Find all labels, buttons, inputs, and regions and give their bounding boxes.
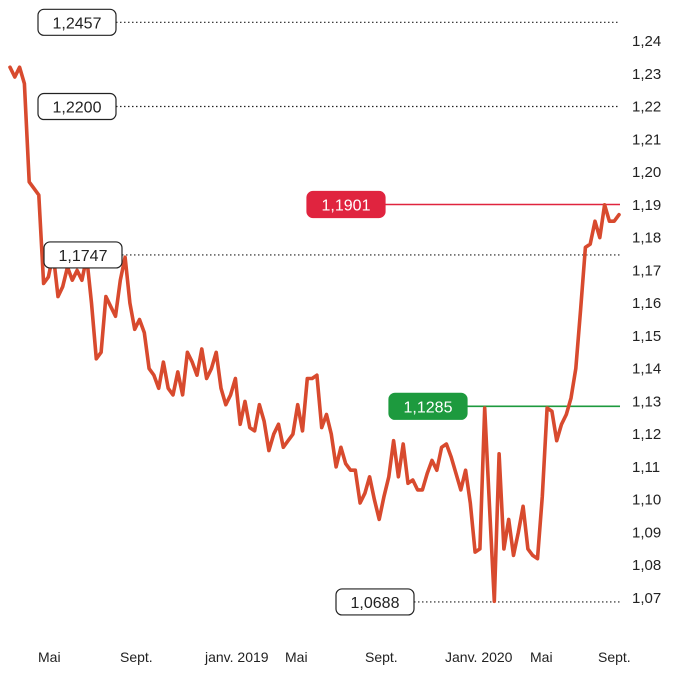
x-axis-labels: Mai Sept. janv. 2019 Mai Sept. Janv. 2020 Mai S… (38, 649, 631, 665)
y-tick-label: 1,13 (632, 393, 661, 410)
y-tick-label: 1,19 (632, 197, 661, 214)
reference-callout-label: 1,2457 (53, 15, 102, 32)
series-line (8, 65, 621, 604)
reference-callout-box (335, 588, 415, 616)
y-tick-label: 1,12 (632, 426, 661, 443)
y-tick-label: 1,21 (632, 131, 661, 148)
reference-callout-label: 1,1901 (322, 197, 371, 214)
y-tick-label: 1,07 (632, 590, 661, 607)
reference-callouts: 1,2457 1,2200 1,1901 1,1747 1,1285 1,0688 (37, 8, 468, 616)
y-tick-label: 1,22 (632, 99, 661, 116)
y-tick-label: 1,24 (632, 33, 661, 50)
reference-callout-box (37, 92, 117, 121)
y-tick-label: 1,16 (632, 295, 661, 312)
y-tick-label: 1,14 (632, 361, 661, 378)
x-tick-label: Sept. (120, 649, 153, 665)
x-tick-label: Mai (285, 649, 308, 665)
y-tick-label: 1,15 (632, 328, 661, 345)
y-tick-label: 1,17 (632, 262, 661, 279)
y-tick-label: 1,23 (632, 66, 661, 83)
reference-callout-box (388, 392, 468, 420)
reference-callout-label: 1,2200 (53, 100, 102, 117)
reference-lines (116, 21, 620, 603)
y-tick-label: 1,09 (632, 524, 661, 541)
y-tick-label: 1,08 (632, 557, 661, 574)
y-axis-labels: 1,24 1,23 1,22 1,21 1,20 1,19 1,18 1,17 1,16 1,15… (632, 33, 661, 607)
x-tick-label: janv. 2019 (204, 649, 269, 665)
reference-callout-box (306, 190, 386, 219)
x-tick-label: Mai (38, 649, 61, 665)
x-tick-label: Sept. (598, 649, 631, 665)
y-tick-label: 1,18 (632, 230, 661, 247)
y-tick-label: 1,10 (632, 492, 661, 509)
x-tick-label: Mai (530, 649, 553, 665)
reference-callout-box (43, 241, 123, 269)
y-tick-label: 1,20 (632, 164, 661, 181)
y-tick-label: 1,11 (632, 459, 660, 476)
reference-callout-label: 1,1285 (404, 399, 453, 416)
reference-callout-box (37, 8, 117, 36)
reference-callout-label: 1,1747 (59, 248, 108, 265)
price-series (8, 65, 621, 604)
x-tick-label: Janv. 2020 (445, 649, 513, 665)
reference-callout-label: 1,0688 (351, 595, 400, 612)
x-tick-label: Sept. (365, 649, 398, 665)
